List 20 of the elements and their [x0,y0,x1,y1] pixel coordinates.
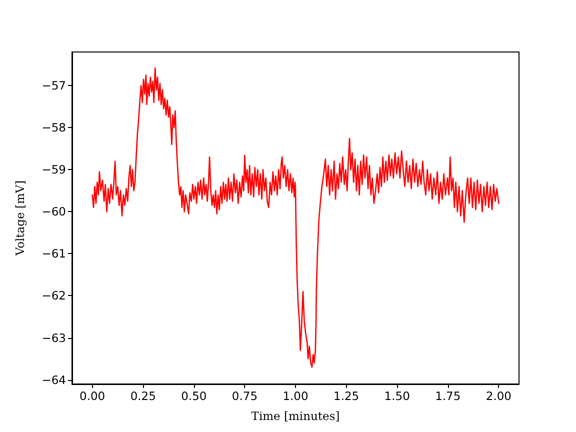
x-tick-label: 1.25 [333,389,360,403]
y-tick-label: −62 [42,288,66,303]
y-tick-label: −61 [42,246,66,261]
y-tick-label: −63 [42,330,66,345]
y-tick-label: −60 [42,204,66,219]
y-tick-label: −59 [42,162,66,177]
x-tick-label: 0.00 [80,389,106,403]
line-series [92,67,500,368]
x-tick-label: 1.75 [435,389,461,403]
y-axis-title: Voltage [mV] [13,180,27,257]
x-tick-label: 0.75 [232,389,258,403]
x-tick-label: 0.25 [130,389,156,403]
x-tick-label: 2.00 [486,389,512,403]
y-tick-label: −57 [42,78,66,93]
x-axis-title: Time [minutes] [251,409,340,423]
y-tick-label: −64 [42,372,66,387]
x-tick-label: 0.50 [181,389,207,403]
x-tick-label: 1.00 [282,389,308,403]
x-tick-label: 1.50 [384,389,410,403]
y-tick-label: −58 [42,120,66,135]
